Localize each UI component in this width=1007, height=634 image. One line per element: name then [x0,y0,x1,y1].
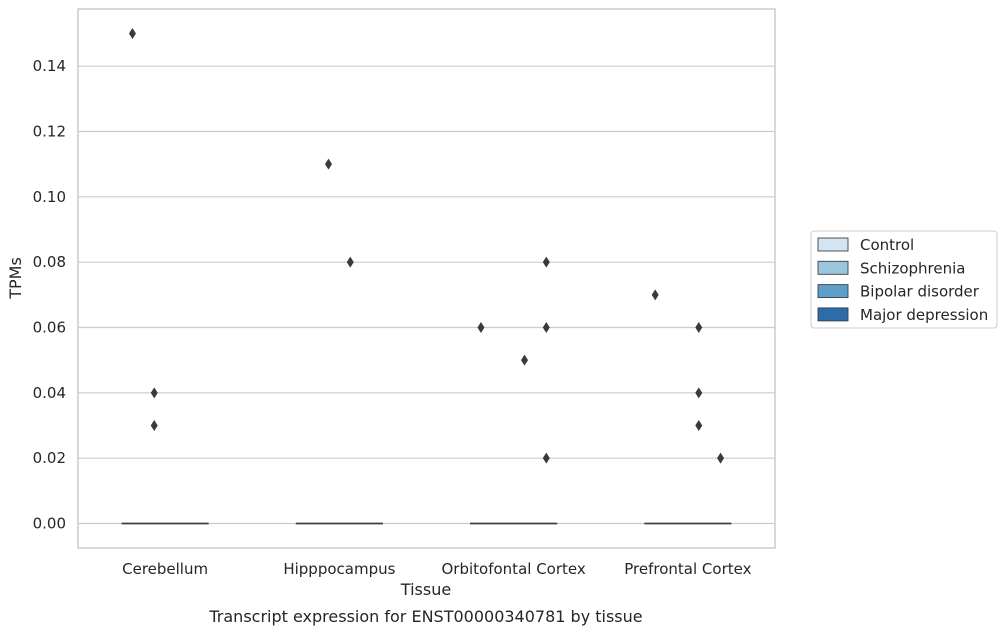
legend-swatch [817,260,849,275]
outlier-point [542,256,550,268]
outlier-point [717,452,725,464]
x-tick-label: Cerebellum [122,560,208,578]
legend: Control Schizophrenia Bipolar disorder Majo… [810,230,998,329]
outlier-point [695,387,703,399]
gridlines [78,65,775,525]
y-tick-label: 0.06 [33,319,66,337]
outlier-point [128,28,136,39]
x-tick-label: Prefrontal Cortex [624,560,751,578]
y-tick-label: 0.00 [33,515,66,533]
outlier-point [477,322,485,333]
y-tick-label: 0.12 [33,123,66,141]
outlier-point [542,452,550,464]
outlier-point [695,420,703,431]
plot-area-frame [77,8,776,549]
outlier-point [324,158,332,170]
y-axis-ticks: 0.00 0.02 0.04 0.06 0.08 0.10 0.12 0.14 [33,57,66,532]
plot-marks [121,28,732,525]
outlier-point [651,289,659,301]
legend-swatch [817,237,849,252]
x-tick-label: Hipppocampus [283,560,395,578]
legend-frame [810,230,998,329]
legend-swatch [817,284,849,299]
legend-label: Major depression [860,306,988,324]
y-tick-label: 0.14 [33,57,66,75]
legend-label: Control [860,236,914,254]
y-axis-label: TPMs [6,257,25,300]
x-axis-label: Tissue [400,580,451,599]
outlier-point [542,322,550,333]
y-tick-label: 0.08 [33,253,66,271]
x-tick-label: Orbitofontal Cortex [442,560,586,578]
y-tick-label: 0.02 [33,449,66,467]
outlier-point [150,420,158,431]
y-tick-label: 0.04 [33,384,66,402]
outlier-point [346,256,354,268]
outlier-point [521,354,529,366]
legend-label: Schizophrenia [860,259,965,277]
chart-caption: Transcript expression for ENST0000034078… [208,607,642,626]
legend-swatch [817,307,849,322]
outlier-point [150,387,158,399]
x-axis-ticks: Cerebellum Hipppocampus Orbitofontal Corte… [122,560,751,578]
outlier-point [695,322,703,333]
legend-label: Bipolar disorder [860,283,980,301]
y-tick-label: 0.10 [33,188,66,206]
